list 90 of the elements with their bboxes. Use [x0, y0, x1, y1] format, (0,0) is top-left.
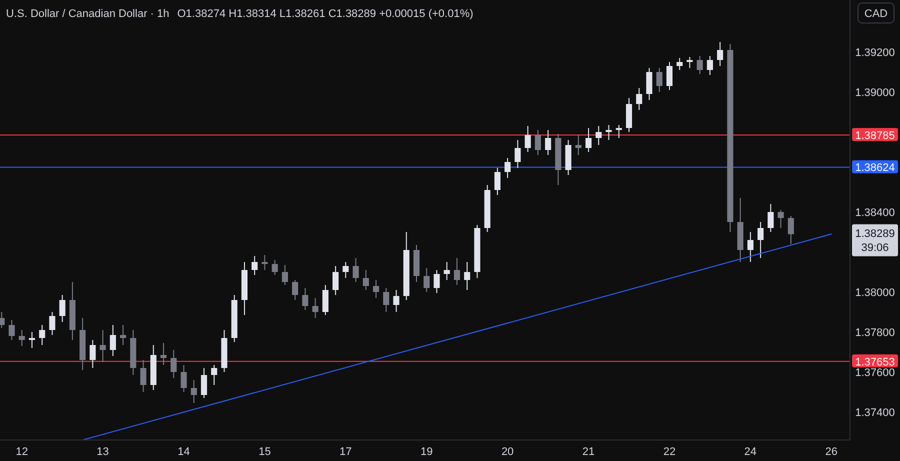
- candlestick: [606, 124, 612, 140]
- y-tick-label: 1.37400: [855, 407, 895, 419]
- candlestick: [646, 68, 652, 100]
- candlestick: [18, 330, 25, 346]
- candlestick: [656, 68, 662, 92]
- x-tick-label: 13: [96, 446, 109, 458]
- candlestick: [758, 222, 764, 258]
- candlestick: [686, 56, 693, 68]
- candlestick: [190, 380, 197, 404]
- candlestick: [49, 312, 56, 336]
- x-tick-label: 21: [582, 446, 595, 458]
- candlestick: [342, 262, 349, 278]
- x-tick-label: 14: [178, 446, 190, 458]
- ref-line-label: 1.37653: [855, 356, 895, 368]
- candlestick: [434, 270, 440, 294]
- candlestick: [706, 56, 713, 76]
- candlestick: [302, 288, 308, 310]
- candlestick: [0, 312, 5, 328]
- candlestick: [524, 126, 531, 152]
- ref-line-label: 1.38624: [855, 162, 895, 174]
- candlestick: [90, 340, 96, 368]
- candlestick: [160, 342, 167, 366]
- candlestick: [180, 364, 187, 392]
- candlestick: [110, 324, 116, 356]
- candlestick: [666, 62, 673, 90]
- candlestick: [322, 284, 328, 316]
- x-tick-label: 26: [825, 446, 838, 458]
- x-tick-label: 24: [744, 446, 757, 458]
- candlestick: [8, 320, 15, 340]
- text: U.S. Dollar / Canadian Dollar · 1h: [6, 8, 170, 20]
- candlestick: [262, 254, 268, 270]
- candlestick: [596, 126, 602, 146]
- y-tick-label: 1.38400: [855, 207, 895, 219]
- candlestick: [393, 290, 400, 312]
- y-tick-label: 1.37800: [855, 327, 895, 339]
- candlestick: [59, 294, 66, 322]
- text: 39:06: [861, 242, 889, 254]
- y-tick-label: 1.39000: [855, 87, 895, 99]
- candlestick: [788, 216, 794, 244]
- candlestick: [292, 280, 298, 300]
- x-tick-label: 12: [16, 446, 28, 458]
- candlestick: [100, 330, 106, 362]
- candlestick: [514, 140, 521, 168]
- candlestick: [575, 134, 582, 156]
- candlestick: [504, 158, 511, 178]
- candlestick: [696, 56, 703, 74]
- candlestick: [454, 258, 460, 286]
- candlestick: [747, 232, 754, 262]
- x-tick-label: 17: [340, 446, 352, 458]
- candlestick: [464, 262, 470, 290]
- candlestick: [332, 266, 339, 296]
- candlestick: [372, 280, 380, 298]
- candlestick: [383, 288, 390, 312]
- candlestick: [28, 332, 36, 348]
- candlestick: [676, 58, 683, 70]
- x-tick-label: 19: [420, 446, 433, 458]
- candlestick: [768, 204, 774, 232]
- candlestick: [200, 368, 208, 398]
- candlestick: [778, 210, 784, 228]
- candlestick: [362, 270, 369, 290]
- candlestick: [272, 260, 278, 276]
- y-tick-label: 1.37600: [855, 367, 895, 379]
- candlestick: [170, 350, 177, 378]
- y-tick-label: 1.39200: [855, 47, 895, 59]
- candlestick: [39, 324, 46, 346]
- candlestick: [424, 268, 430, 292]
- candlestick: [120, 324, 126, 346]
- candlestick: [282, 264, 288, 286]
- candlestick: [140, 360, 146, 392]
- candlestick: [636, 88, 642, 110]
- x-tick-label: 22: [663, 446, 676, 458]
- text: 1.38289: [855, 228, 895, 240]
- text: O1.38274 H1.38314 L1.38261 C1.38289 +0.00015 (+0.01%): [177, 8, 474, 20]
- candlestick: [494, 168, 500, 196]
- candlestick: [585, 128, 592, 152]
- x-tick-label: 15: [258, 446, 271, 458]
- candlestick: [444, 262, 450, 280]
- candlestick: [312, 298, 318, 318]
- candlestick: [717, 42, 724, 66]
- candlestick: [211, 364, 218, 386]
- text: CAD: [864, 8, 888, 20]
- candlestick: [352, 258, 359, 282]
- candlestick: [616, 124, 622, 138]
- candlestick: [252, 256, 258, 276]
- ref-line-label: 1.38785: [855, 130, 895, 142]
- candlestick: [534, 130, 541, 156]
- candlestick: [626, 98, 632, 132]
- candlestick: [545, 130, 552, 156]
- y-tick-label: 1.38000: [855, 287, 895, 299]
- x-tick-label: 20: [501, 446, 514, 458]
